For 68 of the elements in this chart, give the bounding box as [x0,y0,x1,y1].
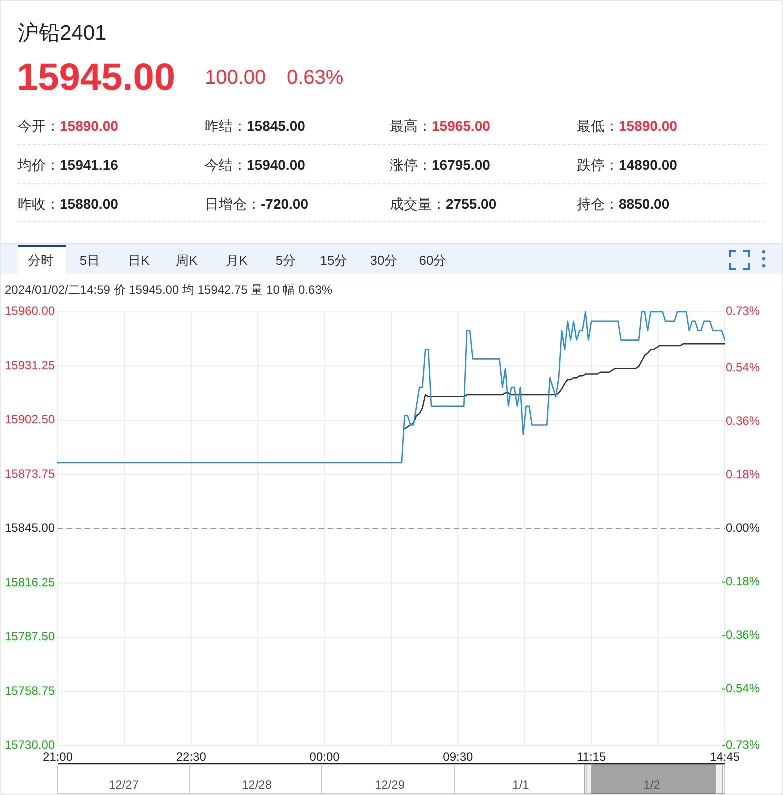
y-tick-label: 15902.50 [5,412,56,427]
text: 15890.00 [60,118,119,134]
text: 60分 [419,253,447,268]
y2-tick-label: -0.73% [722,738,760,752]
y2-tick-label: -0.36% [722,628,760,642]
text: 周K [176,253,198,268]
text: 14890.00 [619,157,678,173]
text: 100.00 [205,67,266,89]
text: 12/27 [108,778,140,792]
text: 15890.00 [619,118,678,134]
text: 今开： [18,118,60,134]
y2-tick-label: -0.18% [722,574,760,589]
y2-tick-label: 0.54% [726,360,760,375]
text: 昨结： [205,118,247,134]
text: 月K [226,253,248,268]
y-tick-label: 15960.00 [5,304,56,318]
text: 15965.00 [432,118,491,134]
text: 1/2 [644,778,661,792]
text: 15分 [320,253,348,268]
text: 15880.00 [60,196,119,212]
text: 0.63% [287,67,344,89]
text: 15940.00 [247,157,306,173]
text: 8850.00 [619,196,670,212]
x-tick-label: 11:15 [577,750,606,764]
text: 15845.00 [247,118,306,134]
text: 12/28 [242,778,272,792]
line-series [404,343,726,430]
y2-tick-label: 0.00% [726,521,760,536]
text: 15941.16 [60,157,119,173]
y-tick-label: 15873.75 [5,466,56,481]
text: 12/29 [374,778,406,792]
y-tick-label: 15787.50 [5,630,56,644]
text: 5日 [80,253,100,268]
text: 最高： [390,118,432,134]
y2-tick-label: 0.36% [726,414,760,428]
y-tick-label: 15931.25 [5,358,56,372]
text: 分时 [28,253,54,268]
text: 成交量： [390,196,446,212]
text: 5分 [276,253,296,268]
x-tick-label: 09:30 [443,750,474,764]
y-tick-label: 15758.75 [5,684,56,698]
text: 涨停： [390,157,432,173]
y2-tick-label: 0.18% [726,468,760,482]
text: 16795.00 [432,157,491,173]
text: 今结： [205,157,247,173]
text: 1/1 [512,778,530,792]
y-tick-label: 15730.00 [5,738,56,752]
text: 持仓： [577,196,619,212]
text: 2024/01/02/二14:59 价 15945.00 均 15942.75 量 10 幅 0.63% [5,283,333,297]
x-tick-label: 00:00 [310,750,340,764]
x-tick-label: 14:45 [710,750,740,764]
text: 15945.00 [17,57,176,99]
y-tick-label: 15845.00 [5,521,56,536]
text: -720.00 [261,196,309,212]
text: 日增仓： [205,196,261,212]
text: 最低： [577,118,619,134]
text: 日K [128,253,150,268]
chart-title: 沪铅2401 [18,22,107,45]
text: 昨收： [18,196,60,212]
text: 30分 [370,253,398,268]
text: 2755.00 [446,196,497,212]
x-tick-label: 22:30 [176,750,207,764]
y2-tick-label: -0.54% [722,682,760,696]
y-tick-label: 15816.25 [5,575,56,590]
text: 跌停： [577,157,619,173]
y2-tick-label: 0.73% [726,304,760,318]
x-tick-label: 21:00 [42,750,74,764]
text: 均价： [17,157,60,173]
